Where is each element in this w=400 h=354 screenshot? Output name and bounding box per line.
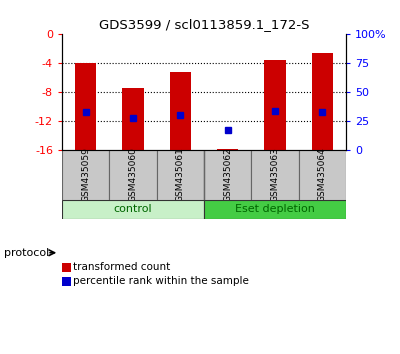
Text: protocol: protocol xyxy=(4,248,49,258)
Text: GSM435060: GSM435060 xyxy=(128,148,138,202)
Bar xyxy=(299,150,346,200)
Bar xyxy=(204,200,346,219)
Bar xyxy=(62,277,71,286)
Text: GSM435064: GSM435064 xyxy=(318,148,327,202)
Bar xyxy=(204,150,251,200)
Text: GSM435062: GSM435062 xyxy=(223,148,232,202)
Text: GSM435059: GSM435059 xyxy=(81,148,90,202)
Bar xyxy=(122,88,144,150)
Bar xyxy=(75,63,96,150)
Bar xyxy=(264,60,286,150)
Text: GSM435061: GSM435061 xyxy=(176,148,185,202)
Bar xyxy=(157,150,204,200)
Bar xyxy=(109,150,157,200)
Bar xyxy=(170,72,191,150)
Text: Eset depletion: Eset depletion xyxy=(235,204,315,214)
Text: control: control xyxy=(114,204,152,214)
Bar xyxy=(62,263,71,272)
Bar xyxy=(312,53,333,150)
Bar xyxy=(62,200,204,219)
Title: GDS3599 / scl0113859.1_172-S: GDS3599 / scl0113859.1_172-S xyxy=(99,18,309,31)
Text: GSM435063: GSM435063 xyxy=(270,148,280,202)
Bar xyxy=(62,150,109,200)
Text: transformed count: transformed count xyxy=(73,262,170,272)
Bar xyxy=(217,149,238,150)
Text: percentile rank within the sample: percentile rank within the sample xyxy=(73,276,249,286)
Bar xyxy=(251,150,299,200)
